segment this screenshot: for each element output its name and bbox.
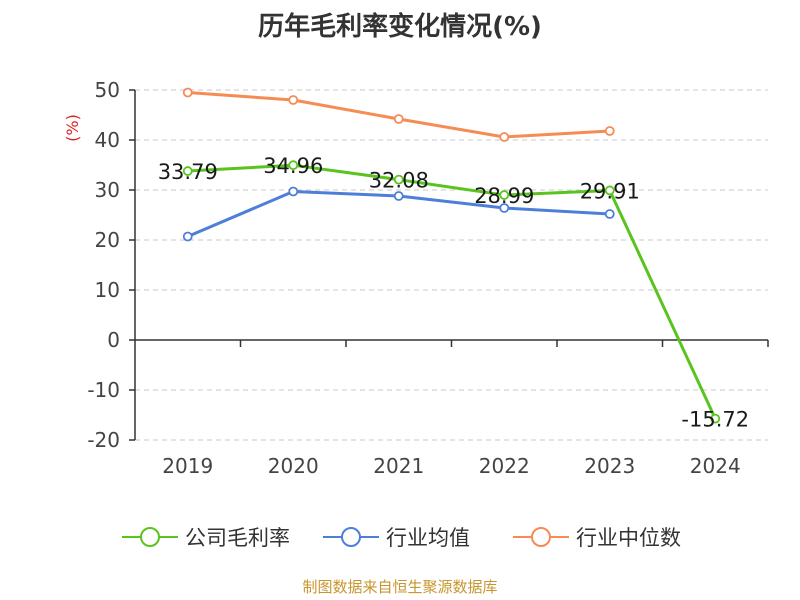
y-tick-label: 20 — [95, 228, 120, 252]
data-point — [604, 126, 615, 136]
grid-lines — [135, 89, 768, 441]
source-note: 制图数据来自恒生聚源数据库 — [302, 578, 498, 596]
y-tick-label: 40 — [95, 128, 120, 152]
data-point — [288, 160, 299, 171]
legend-label: 行业中位数 — [576, 526, 681, 550]
data-point — [393, 174, 404, 185]
x-tick-label: 2022 — [479, 454, 530, 478]
legend-label: 行业均值 — [386, 526, 470, 550]
legend-marker — [341, 527, 361, 547]
chart-title: 历年毛利率变化情况(%) — [258, 12, 542, 42]
y-tick-label: -20 — [87, 428, 120, 452]
x-tick-label: 2020 — [268, 454, 319, 478]
data-point — [182, 231, 193, 242]
data-point — [499, 190, 510, 200]
x-tick-label: 2023 — [584, 454, 635, 478]
data-point — [288, 186, 299, 197]
data-label: 28.99 — [474, 184, 534, 208]
y-tick-label: 50 — [95, 78, 120, 102]
data-label: 32.08 — [369, 169, 429, 193]
legend[interactable]: 公司毛利率 行业均值 行业中位数 — [122, 526, 681, 550]
y-tick-label: 0 — [107, 328, 120, 352]
y-tick-label: -10 — [87, 378, 120, 402]
series-line — [187, 163, 717, 420]
data-point — [604, 209, 615, 219]
legend-marker — [531, 527, 551, 547]
data-point — [393, 191, 404, 201]
data-label: 33.79 — [158, 160, 218, 184]
axes: 50 40 30 20 10 0 -10 -20 2019 2020 2021 2022 2023 202… — [87, 78, 769, 478]
data-point — [393, 114, 404, 124]
legend-item[interactable]: 行业均值 — [323, 526, 470, 550]
data-point — [182, 87, 193, 98]
x-tick-label: 2024 — [690, 454, 741, 478]
data-point — [499, 203, 510, 213]
legend-item[interactable]: 行业中位数 — [513, 526, 681, 550]
data-label: 29.91 — [580, 179, 640, 203]
data-point — [499, 132, 510, 142]
data-label: -15.72 — [681, 408, 749, 432]
series — [182, 87, 721, 424]
data-point — [604, 185, 615, 196]
data-point — [288, 95, 299, 105]
legend-marker — [140, 527, 160, 547]
data-labels: 33.79 34.96 32.08 28.99 29.91 -15.72 — [158, 154, 749, 431]
data-label: 34.96 — [263, 154, 323, 178]
legend-label: 公司毛利率 — [185, 526, 290, 550]
legend-item[interactable]: 公司毛利率 — [122, 526, 290, 550]
x-tick-label: 2021 — [373, 454, 424, 478]
y-tick-label: 10 — [95, 278, 120, 302]
data-point — [182, 166, 193, 176]
y-axis-title: (%) — [63, 114, 82, 142]
y-tick-label: 30 — [95, 178, 120, 202]
x-tick-label: 2019 — [162, 454, 213, 478]
data-point — [710, 413, 721, 424]
